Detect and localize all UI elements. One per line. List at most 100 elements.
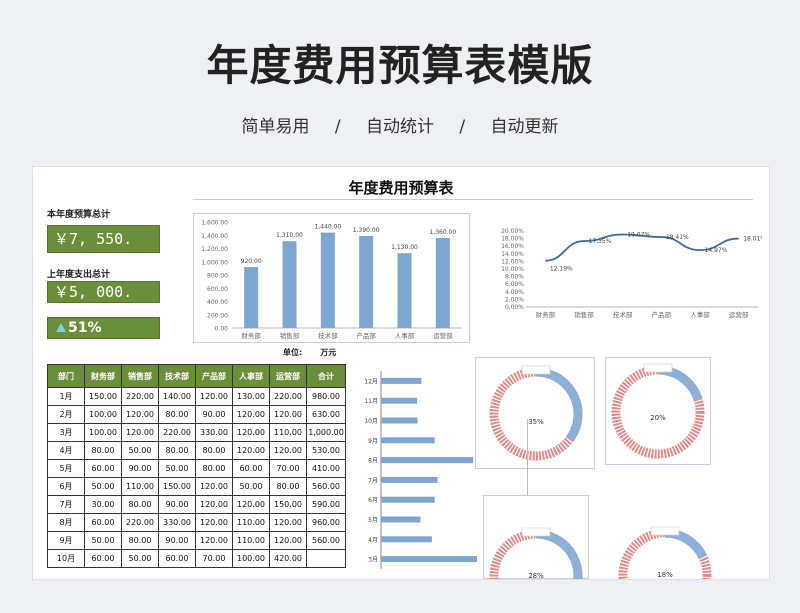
table-cell[interactable]: 530.00 bbox=[306, 441, 346, 460]
table-cell[interactable]: 980.00 bbox=[306, 387, 346, 406]
table-cell[interactable]: 130.00 bbox=[232, 387, 270, 406]
table-cell[interactable]: 80.00 bbox=[121, 495, 159, 514]
table-cell[interactable]: 100.00 bbox=[232, 549, 270, 568]
table-cell[interactable]: 50.00 bbox=[121, 549, 159, 568]
table-cell[interactable]: 80.00 bbox=[158, 441, 196, 460]
table-cell[interactable]: 120.00 bbox=[195, 477, 233, 496]
table-cell[interactable]: 4月 bbox=[47, 441, 85, 460]
table-cell[interactable]: 6月 bbox=[47, 477, 85, 496]
table-cell[interactable]: 90.00 bbox=[158, 531, 196, 550]
table-cell[interactable]: 120.00 bbox=[269, 513, 307, 532]
table-cell[interactable]: 220.00 bbox=[121, 387, 159, 406]
table-cell[interactable]: 330.00 bbox=[195, 423, 233, 442]
table-cell[interactable]: 120.00 bbox=[232, 423, 270, 442]
table-cell[interactable]: 30.00 bbox=[84, 495, 122, 514]
table-cell[interactable]: 420.00 bbox=[269, 549, 307, 568]
table-cell[interactable]: 560.00 bbox=[306, 531, 346, 550]
table-cell[interactable]: 120.00 bbox=[195, 495, 233, 514]
table-cell[interactable]: 220.00 bbox=[158, 423, 196, 442]
table-cell[interactable]: 150.00 bbox=[269, 495, 307, 514]
table-cell[interactable]: 120.00 bbox=[232, 405, 270, 424]
table-cell[interactable]: 7月 bbox=[47, 495, 85, 514]
table-row[interactable]: 2月 100.00 120.00 80.00 90.00 120.00 120.00 630.… bbox=[47, 405, 346, 424]
table-cell[interactable]: 220.00 bbox=[121, 513, 159, 532]
table-row[interactable]: 10月 60.00 50.00 60.00 70.00 100.00 420.00 bbox=[47, 549, 346, 568]
monthly-hbar-chart[interactable]: 12月 11月 10月 9月 8月 7月 6月 5月 4月 3月 bbox=[359, 361, 489, 579]
table-cell[interactable]: 120.00 bbox=[121, 405, 159, 424]
table-cell[interactable]: 630.00 bbox=[306, 405, 346, 424]
table-cell[interactable]: 50.00 bbox=[84, 531, 122, 550]
table-cell[interactable]: 9月 bbox=[47, 531, 85, 550]
table-row[interactable]: 6月 50.00 110.00 150.00 120.00 50.00 80.00 560.0… bbox=[47, 477, 346, 496]
donut-chart-4[interactable]: 18% bbox=[613, 495, 719, 579]
table-cell[interactable]: 5月 bbox=[47, 459, 85, 478]
table-cell[interactable]: 10月 bbox=[47, 549, 85, 568]
table-cell[interactable]: 100.00 bbox=[84, 405, 122, 424]
table-cell[interactable]: 90.00 bbox=[158, 495, 196, 514]
table-cell[interactable]: 2月 bbox=[47, 405, 85, 424]
current-budget-value[interactable]: ￥7, 550. 00 bbox=[47, 225, 160, 274]
table-cell[interactable]: 80.00 bbox=[269, 477, 307, 496]
table-cell[interactable]: 120.00 bbox=[195, 531, 233, 550]
table-header-cell[interactable]: 部门 bbox=[47, 364, 85, 388]
table-cell[interactable]: 3月 bbox=[47, 423, 85, 442]
table-cell[interactable]: 60.00 bbox=[232, 459, 270, 478]
table-header-cell[interactable]: 财务部 bbox=[84, 364, 122, 388]
table-cell[interactable]: 60.00 bbox=[84, 513, 122, 532]
donut-chart-3[interactable]: 28% bbox=[483, 495, 589, 579]
table-cell[interactable]: 100.00 bbox=[84, 423, 122, 442]
table-cell[interactable]: 80.00 bbox=[195, 459, 233, 478]
table-cell[interactable]: 110.00 bbox=[269, 423, 307, 442]
table-row[interactable]: 4月 80.00 50.00 80.00 80.00 120.00 120.00 530.00 bbox=[47, 441, 346, 460]
table-cell[interactable]: 50.00 bbox=[121, 441, 159, 460]
growth-ratio[interactable]: 51% bbox=[47, 317, 160, 339]
table-cell[interactable]: 60.00 bbox=[84, 549, 122, 568]
table-cell[interactable]: 140.00 bbox=[158, 387, 196, 406]
table-header-cell[interactable]: 产品部 bbox=[195, 364, 233, 388]
table-cell[interactable]: 110.00 bbox=[232, 513, 270, 532]
dept-line-chart[interactable]: 0.00% 2.00% 4.00% 6.00% 8.00% 10.00% 12.00% 14.… bbox=[470, 223, 766, 323]
table-row[interactable]: 8月 60.00 220.00 330.00 120.00 110.00 120.00 960… bbox=[47, 513, 346, 532]
table-cell[interactable]: 80.00 bbox=[195, 441, 233, 460]
table-row[interactable]: 1月 150.00 220.00 140.00 120.00 130.00 220.00 98… bbox=[47, 387, 346, 406]
table-header-cell[interactable]: 合计 bbox=[306, 364, 346, 388]
table-cell[interactable]: 50.00 bbox=[84, 477, 122, 496]
table-cell[interactable]: 120.00 bbox=[269, 405, 307, 424]
table-cell[interactable]: 1月 bbox=[47, 387, 85, 406]
table-cell[interactable]: 150.00 bbox=[84, 387, 122, 406]
table-cell[interactable]: 80.00 bbox=[158, 405, 196, 424]
table-row[interactable]: 5月 60.00 90.00 50.00 80.00 60.00 70.00 410.00 bbox=[47, 459, 346, 478]
table-header-cell[interactable]: 技术部 bbox=[158, 364, 196, 388]
table-header-cell[interactable]: 运营部 bbox=[269, 364, 307, 388]
table-cell[interactable] bbox=[306, 549, 346, 568]
donut-chart-1[interactable]: 35% bbox=[475, 357, 595, 469]
donut-chart-2[interactable]: 20% bbox=[605, 357, 711, 465]
table-cell[interactable]: 120.00 bbox=[232, 495, 270, 514]
table-row[interactable]: 3月 100.00 120.00 220.00 330.00 120.00 110.00 1,… bbox=[47, 423, 346, 442]
table-cell[interactable]: 120.00 bbox=[269, 531, 307, 550]
table-cell[interactable]: 150.00 bbox=[158, 477, 196, 496]
last-spend-value[interactable]: ￥5, 000. 00 bbox=[47, 281, 160, 321]
table-cell[interactable]: 80.00 bbox=[121, 531, 159, 550]
table-row[interactable]: 7月 30.00 80.00 90.00 120.00 120.00 150.00 590.0… bbox=[47, 495, 346, 514]
table-cell[interactable]: 70.00 bbox=[195, 549, 233, 568]
table-cell[interactable]: 90.00 bbox=[195, 405, 233, 424]
table-cell[interactable]: 1,000.00 bbox=[306, 423, 346, 442]
table-cell[interactable]: 50.00 bbox=[158, 459, 196, 478]
table-cell[interactable]: 60.00 bbox=[158, 549, 196, 568]
table-cell[interactable]: 560.00 bbox=[306, 477, 346, 496]
table-cell[interactable]: 330.00 bbox=[158, 513, 196, 532]
table-cell[interactable]: 60.00 bbox=[84, 459, 122, 478]
table-cell[interactable]: 110.00 bbox=[121, 477, 159, 496]
table-cell[interactable]: 120.00 bbox=[121, 423, 159, 442]
table-header-cell[interactable]: 销售部 bbox=[121, 364, 159, 388]
table-cell[interactable]: 410.00 bbox=[306, 459, 346, 478]
dept-bar-chart[interactable]: 0.00 200.00 400.00 600.00 800.00 1,000.00 1,20… bbox=[193, 213, 470, 343]
table-cell[interactable]: 90.00 bbox=[121, 459, 159, 478]
table-cell[interactable]: 120.00 bbox=[195, 513, 233, 532]
table-row[interactable]: 9月 50.00 80.00 90.00 120.00 110.00 120.00 560.0… bbox=[47, 531, 346, 550]
table-cell[interactable]: 590.00 bbox=[306, 495, 346, 514]
table-header-cell[interactable]: 人事部 bbox=[232, 364, 270, 388]
table-cell[interactable]: 960.00 bbox=[306, 513, 346, 532]
table-cell[interactable]: 80.00 bbox=[84, 441, 122, 460]
